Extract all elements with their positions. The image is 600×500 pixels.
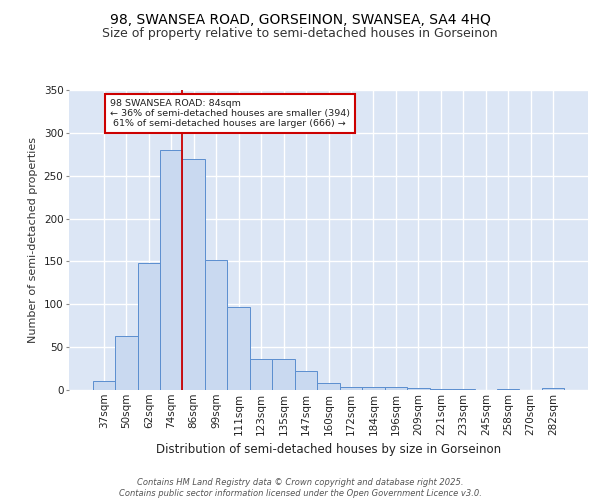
Bar — [92, 382, 115, 390]
Bar — [205, 260, 227, 390]
Bar — [542, 388, 565, 390]
Bar — [340, 386, 362, 390]
Bar — [295, 371, 317, 390]
Bar — [227, 307, 250, 390]
Text: Contains HM Land Registry data © Crown copyright and database right 2025.
Contai: Contains HM Land Registry data © Crown c… — [119, 478, 481, 498]
Bar — [497, 389, 520, 390]
Bar — [407, 388, 430, 390]
Bar — [182, 158, 205, 390]
Bar — [317, 383, 340, 390]
Bar — [272, 359, 295, 390]
Bar — [115, 336, 137, 390]
Bar — [452, 389, 475, 390]
Bar — [250, 359, 272, 390]
Text: Size of property relative to semi-detached houses in Gorseinon: Size of property relative to semi-detach… — [102, 28, 498, 40]
Text: 98 SWANSEA ROAD: 84sqm
← 36% of semi-detached houses are smaller (394)
 61% of s: 98 SWANSEA ROAD: 84sqm ← 36% of semi-det… — [110, 98, 350, 128]
Bar — [160, 150, 182, 390]
Bar — [430, 389, 452, 390]
Bar — [362, 388, 385, 390]
Text: Distribution of semi-detached houses by size in Gorseinon: Distribution of semi-detached houses by … — [156, 442, 502, 456]
Bar — [385, 388, 407, 390]
Bar — [137, 263, 160, 390]
Y-axis label: Number of semi-detached properties: Number of semi-detached properties — [28, 137, 38, 343]
Text: 98, SWANSEA ROAD, GORSEINON, SWANSEA, SA4 4HQ: 98, SWANSEA ROAD, GORSEINON, SWANSEA, SA… — [110, 12, 490, 26]
